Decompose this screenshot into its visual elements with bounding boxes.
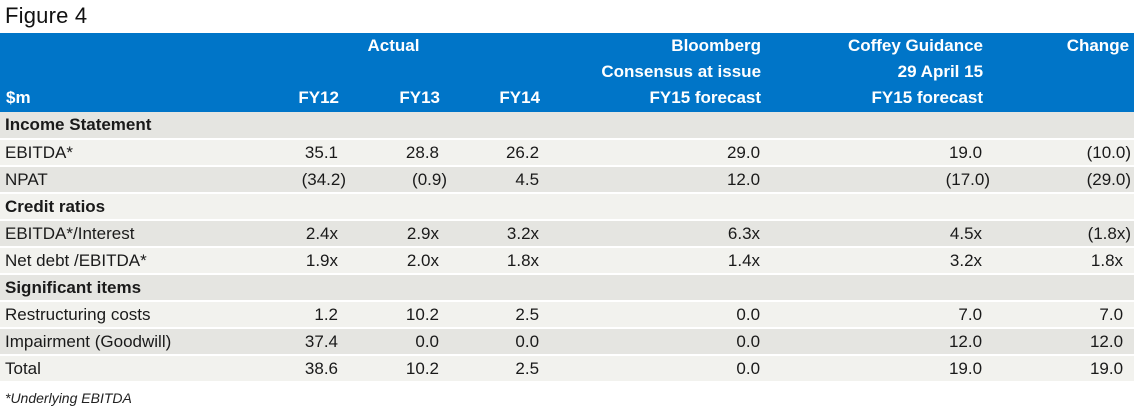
empty-header-cell <box>993 84 1135 112</box>
data-row: Impairment (Goodwill) 37.4 0.0 0.0 0.0 12.0 12… <box>0 328 1135 356</box>
value-cell: 4.5x <box>771 220 994 248</box>
financial-table: Actual Bloomberg Coffey Guidance Change … <box>0 33 1135 383</box>
value-cell: 6.3x <box>550 220 772 248</box>
empty-header-cell <box>0 59 249 84</box>
value-cell: 0.0 <box>550 301 772 329</box>
empty-header-cell <box>993 59 1135 84</box>
year-header-fy14: FY14 <box>450 84 551 112</box>
value-cell: (34.2) <box>249 166 349 194</box>
year-header-fy13: FY13 <box>349 84 450 112</box>
actual-group-header: Actual <box>249 33 551 59</box>
section-row: Significant items <box>0 274 1135 302</box>
coffey-header-line3: FY15 forecast <box>771 84 994 112</box>
row-label: EBITDA*/Interest <box>0 220 249 248</box>
header-row-1: Actual Bloomberg Coffey Guidance Change <box>0 33 1135 59</box>
value-cell: 38.6 <box>249 355 349 383</box>
value-cell: 12.0 <box>993 328 1135 356</box>
value-cell: 12.0 <box>771 328 994 356</box>
data-row: EBITDA* 35.1 28.8 26.2 29.0 19.0 (10.0) <box>0 139 1135 167</box>
value-cell: 2.4x <box>249 220 349 248</box>
value-cell: 0.0 <box>450 328 551 356</box>
coffey-header-line1: Coffey Guidance <box>771 33 994 59</box>
value-cell: 1.9x <box>249 247 349 275</box>
row-label: Restructuring costs <box>0 301 249 329</box>
value-cell: 1.8x <box>450 247 551 275</box>
row-label: EBITDA* <box>0 139 249 167</box>
value-cell: 19.0 <box>771 139 994 167</box>
data-row: Restructuring costs 1.2 10.2 2.5 0.0 7.0 7.0 <box>0 301 1135 329</box>
bloomberg-header-line2: Consensus at issue <box>550 59 772 84</box>
row-label: NPAT <box>0 166 249 194</box>
value-cell: 3.2x <box>771 247 994 275</box>
value-cell: (1.8x) <box>993 220 1135 248</box>
value-cell: (29.0) <box>993 166 1135 194</box>
section-label: Credit ratios <box>0 193 1135 221</box>
value-cell: 35.1 <box>249 139 349 167</box>
change-header: Change <box>993 33 1135 59</box>
value-cell: 29.0 <box>550 139 772 167</box>
table-header: Actual Bloomberg Coffey Guidance Change … <box>0 33 1135 112</box>
value-cell: 1.2 <box>249 301 349 329</box>
value-cell: 0.0 <box>349 328 450 356</box>
value-cell: 4.5 <box>450 166 551 194</box>
unit-label-header: $m <box>0 84 249 112</box>
header-row-3: $m FY12 FY13 FY14 FY15 forecast FY15 for… <box>0 84 1135 112</box>
empty-header-cell <box>0 33 249 59</box>
value-cell: 10.2 <box>349 355 450 383</box>
section-label: Income Statement <box>0 112 1135 140</box>
value-cell: 0.0 <box>550 355 772 383</box>
row-label: Impairment (Goodwill) <box>0 328 249 356</box>
empty-header-cell <box>249 59 551 84</box>
value-cell: 19.0 <box>771 355 994 383</box>
value-cell: 3.2x <box>450 220 551 248</box>
value-cell: (17.0) <box>771 166 994 194</box>
data-row: Total 38.6 10.2 2.5 0.0 19.0 19.0 <box>0 355 1135 383</box>
data-row: Net debt /EBITDA* 1.9x 2.0x 1.8x 1.4x 3.2x 1.8… <box>0 247 1135 275</box>
value-cell: 19.0 <box>993 355 1135 383</box>
value-cell: 10.2 <box>349 301 450 329</box>
value-cell: 2.5 <box>450 301 551 329</box>
value-cell: (10.0) <box>993 139 1135 167</box>
value-cell: (0.9) <box>349 166 450 194</box>
value-cell: 12.0 <box>550 166 772 194</box>
year-header-fy12: FY12 <box>249 84 349 112</box>
value-cell: 1.8x <box>993 247 1135 275</box>
value-cell: 26.2 <box>450 139 551 167</box>
value-cell: 2.9x <box>349 220 450 248</box>
bloomberg-header-line1: Bloomberg <box>550 33 772 59</box>
row-label: Net debt /EBITDA* <box>0 247 249 275</box>
data-row: EBITDA*/Interest 2.4x 2.9x 3.2x 6.3x 4.5x (1.8… <box>0 220 1135 248</box>
bloomberg-header-line3: FY15 forecast <box>550 84 772 112</box>
section-row: Credit ratios <box>0 193 1135 221</box>
value-cell: 28.8 <box>349 139 450 167</box>
coffey-header-line2: 29 April 15 <box>771 59 994 84</box>
table-body: Income Statement EBITDA* 35.1 28.8 26.2 29.0 1… <box>0 112 1135 383</box>
value-cell: 7.0 <box>771 301 994 329</box>
section-label: Significant items <box>0 274 1135 302</box>
value-cell: 7.0 <box>993 301 1135 329</box>
data-row: NPAT (34.2) (0.9) 4.5 12.0 (17.0) (29.0) <box>0 166 1135 194</box>
value-cell: 2.5 <box>450 355 551 383</box>
header-row-2: Consensus at issue 29 April 15 <box>0 59 1135 84</box>
value-cell: 0.0 <box>550 328 772 356</box>
value-cell: 2.0x <box>349 247 450 275</box>
figure-title: Figure 4 <box>5 3 88 28</box>
row-label: Total <box>0 355 249 383</box>
footnote: *Underlying EBITDA <box>5 390 132 406</box>
section-row: Income Statement <box>0 112 1135 140</box>
value-cell: 37.4 <box>249 328 349 356</box>
value-cell: 1.4x <box>550 247 772 275</box>
